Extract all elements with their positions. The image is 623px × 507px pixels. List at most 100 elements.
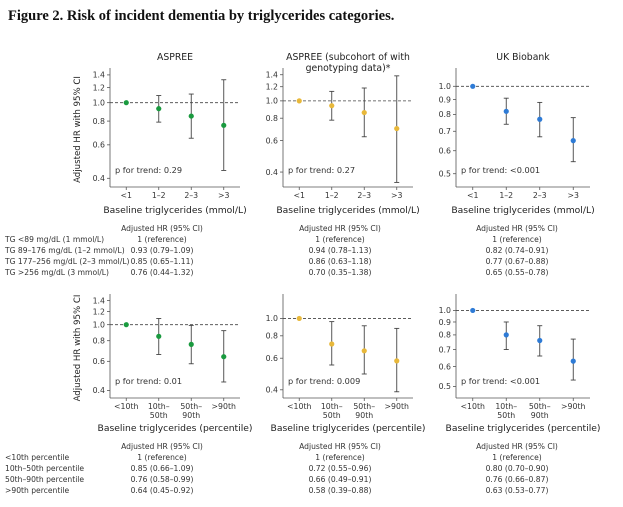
y-tick-label: 0.8 [266,332,278,341]
table-cell: 0.85 (0.66–1.09) [131,464,194,473]
x-tick-label: 50th– 90th [353,402,375,420]
hr-point-2-3 [361,109,367,116]
y-tick-label: 0.7 [439,345,451,354]
table-cell: 0.63 (0.53–0.77) [486,486,549,495]
y-tick-label: 1.2 [93,307,105,316]
p-trend-annotation: p for trend: 0.27 [288,165,355,175]
y-tick-label: 0.4 [93,174,105,183]
table-cell: 0.77 (0.67–0.88) [486,257,549,266]
table-cell: 0.72 (0.55–0.96) [309,464,372,473]
table-row-label: TG 89–176 mg/dL (1–2 mmol/L) [4,246,125,255]
y-tick-label: 0.8 [439,110,451,119]
hr-table-1: Adjusted HR (95% CI) Adjusted HR (95% CI)… [4,224,558,277]
hr-point-1 [470,83,476,89]
table-row-label: <10th percentile [5,453,70,462]
table-row-label: >90th percentile [5,486,70,495]
y-tick-label: 0.6 [93,357,105,366]
x-axis-label: Baseline triglycerides (percentile) [98,423,253,434]
y-tick-label: 0.4 [266,386,278,395]
panel-top-left: ASPREE 1.4 1.2 1.0 0.8 0.6 0.4 <1 1–2 2–3 >3 Baseli… [73,52,247,216]
hr-point-10th-50th [503,332,509,338]
hr-point-10th [296,315,302,322]
table-header: Adjusted HR (95% CI) [121,442,203,451]
table-cell: 1 (reference) [492,235,541,244]
chart-panels: ASPREE 1.4 1.2 1.0 0.8 0.6 0.4 <1 1–2 2–3 >3 Baseli… [73,52,600,434]
panel-top-middle: ASPREE (subcohort of with genotyping data… [266,52,420,216]
x-axis-label: Baseline triglycerides (mmol/L) [276,205,419,216]
table-cell: 1 (reference) [315,453,364,462]
y-tick-label: 0.6 [93,141,105,150]
x-tick-label: <1 [467,191,479,200]
table-cell: 0.93 (0.79–1.09) [131,246,194,255]
hr-point-90th [221,354,227,360]
table-cell: 0.70 (0.35–1.38) [309,268,372,277]
table-cell: 0.76 (0.58–0.99) [131,475,194,484]
x-tick-label: 1–2 [325,191,339,200]
x-tick-label: <10th [461,402,486,411]
table-header: Adjusted HR (95% CI) [299,224,381,233]
x-axis-label: Baseline triglycerides (percentile) [271,423,426,434]
hr-point-90th [394,358,400,364]
y-axis-label: Adjusted HR with 95% CI [73,295,83,402]
hr-point-90th [570,358,576,364]
hr-point-10th-50th [329,341,335,347]
panel-title: ASPREE (subcohort of with genotyping data… [286,52,410,74]
x-tick-label: 2–3 [533,191,547,200]
y-tick-label: 0.5 [439,382,451,391]
y-tick-label: 1.2 [93,83,105,92]
table-header: Adjusted HR (95% CI) [476,224,558,233]
hr-point-1-2 [503,108,509,114]
x-tick-label: 2–3 [357,191,371,200]
y-tick-label: 0.9 [439,318,451,327]
x-tick-label: >90th [212,402,237,411]
y-tick-label: 1.0 [266,314,278,323]
panel-bottom-left: 1.4 1.2 1.0 0.8 0.6 0.4 <10th 10th– 50th 50th– 90t… [73,294,252,434]
table-header: Adjusted HR (95% CI) [299,442,381,451]
y-tick-label: 1.0 [93,98,105,107]
figure-title: Figure 2. Risk of incident dementia by t… [8,8,394,24]
y-tick-label: 1.4 [93,296,105,305]
y-tick-label: 1.0 [439,306,451,315]
x-tick-label: 50th– 90th [180,402,202,420]
y-tick-label: 1.0 [93,320,105,329]
table-cell: 0.85 (0.65–1.11) [131,257,194,266]
x-tick-label: 10th– 50th [321,402,343,420]
table-row-label: 10th–50th percentile [5,464,84,473]
hr-point-1 [123,100,129,106]
hr-point-2-3 [537,116,543,122]
table-cell: 0.76 (0.66–0.87) [486,475,549,484]
table-cell: 0.86 (0.63–1.18) [309,257,372,266]
x-tick-label: 10th– 50th [495,402,517,420]
y-tick-label: 0.7 [439,127,451,136]
p-trend-annotation: p for trend: <0.001 [461,165,540,175]
y-tick-label: 0.8 [439,331,451,340]
y-tick-label: 0.4 [93,386,105,395]
table-cell: 0.94 (0.78–1.13) [309,246,372,255]
p-trend-annotation: p for trend: 0.01 [115,376,182,386]
hr-point-1-2 [156,106,162,112]
p-trend-annotation: p for trend: 0.009 [288,376,360,386]
y-tick-label: 0.6 [266,354,278,363]
x-tick-label: 2–3 [184,191,198,200]
y-tick-label: 1.0 [266,97,278,106]
y-tick-label: 0.8 [93,117,105,126]
table-cell: 0.65 (0.55–0.78) [486,268,549,277]
x-tick-label: 50th– 90th [529,402,551,420]
hr-point-3 [221,122,227,128]
y-tick-label: 0.6 [439,362,451,371]
table-cell: 1 (reference) [492,453,541,462]
x-axis-label: Baseline triglycerides (mmol/L) [103,205,246,216]
y-tick-label: 0.8 [266,114,278,123]
table-cell: 0.58 (0.39–0.88) [309,486,372,495]
hr-point-2-3 [188,113,194,119]
x-tick-label: <10th [114,402,139,411]
hr-point-50th-90th [361,348,367,354]
panel-bottom-middle: 1.0 0.8 0.6 0.4 <10th 10th– 50th 50th– 90th >90th… [266,294,426,434]
hr-point-50th-90th [537,337,543,344]
x-tick-label: >90th [561,402,586,411]
hr-point-1-2 [329,103,335,109]
table-row-label: TG <89 mg/dL (1 mmol/L) [4,235,104,244]
y-tick-label: 1.4 [93,71,105,80]
hr-tables: Adjusted HR (95% CI) Adjusted HR (95% CI)… [4,224,558,495]
hr-point-3 [394,125,400,132]
